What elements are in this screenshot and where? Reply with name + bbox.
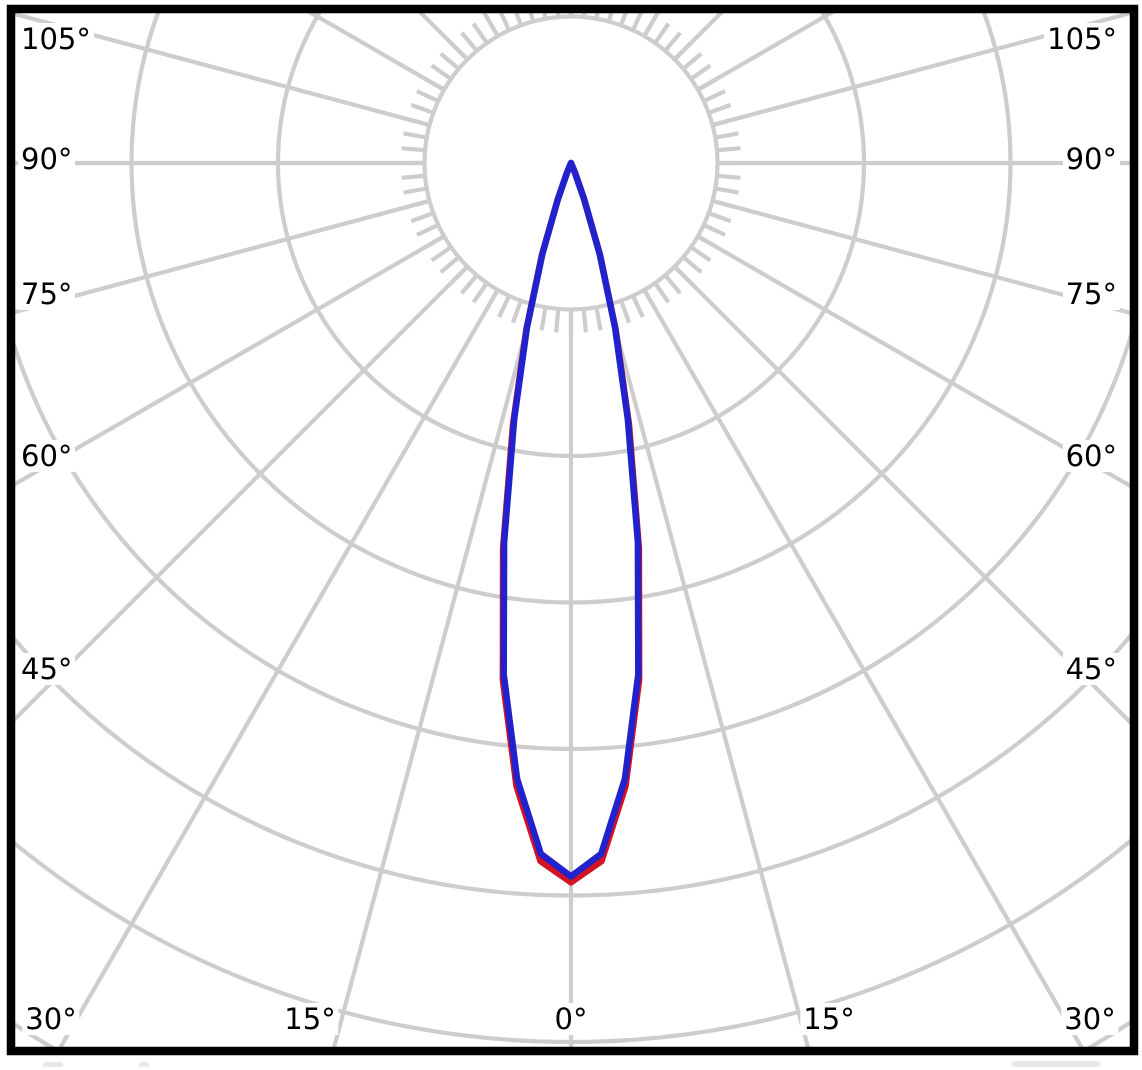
grid-angle-tick [416,89,440,103]
grid-radial-line [15,265,469,722]
grid-angle-tick [689,63,712,81]
intensity-curves [499,159,643,886]
grid-angle-tick [554,308,561,333]
grid-angle-tick [714,186,739,195]
grid-radial-line [58,288,500,1047]
grid-angle-tick [716,146,741,153]
grid-radial-line [15,198,431,315]
grid-angle-tick [471,22,489,45]
angle-label-bottom-15R: 15° [800,1003,858,1035]
grid-angle-tick [410,211,435,224]
watermark-remnant [43,1062,63,1067]
grid-angle-tick [439,52,461,71]
grid-angle-tick [430,245,453,263]
grid-angle-tick [403,186,428,195]
grid-angle-tick [460,273,479,295]
grid-angle-tick [401,146,426,153]
grid-angle-tick [707,211,732,224]
grid-radial-line [15,13,431,128]
grid-angle-tick [416,223,440,237]
grid-angle-tick [663,31,682,53]
grid-angle-tick [716,173,741,180]
angle-label-bottom-30L: 30° [22,1003,80,1035]
grid-angle-tick [681,255,703,274]
angle-label-bottom-15L: 15° [281,1003,339,1035]
grid-radial-line [331,303,536,1047]
grid-angle-tick [510,299,523,324]
grid-angle-tick [714,131,739,140]
grid-angle-tick [619,13,628,27]
grid-angle-tick [460,31,479,53]
grid-angle-tick [439,255,461,274]
angle-label-bottom-30R: 30° [1061,1003,1119,1035]
grid-radial-line [673,265,1130,725]
angle-label-right-90: 90° [1062,143,1120,175]
angle-label-left-75: 75° [18,278,76,310]
grid-angle-tick [702,223,726,237]
grid-angle-tick [410,102,435,115]
grid-angle-tick [594,306,603,331]
grid-angle-tick [403,131,428,140]
grid-angle-tick [653,22,671,45]
grid-angle-tick [542,13,548,20]
grid-angle-tick [514,13,523,27]
grid-angle-tick [702,89,726,103]
angle-label-right-105: 105° [1044,23,1120,55]
grid-angle-tick [619,299,632,324]
grid-angle-tick [430,63,453,81]
angle-label-left-105: 105° [18,23,94,55]
angle-label-left-45: 45° [18,653,76,685]
grid-angle-tick [471,281,489,304]
grid-angle-tick [401,173,426,180]
angle-label-right-75: 75° [1062,278,1120,310]
grid-angle-tick [707,102,732,115]
angle-label-right-45: 45° [1062,653,1120,685]
grid-angle-tick [631,13,644,32]
grid-radial-line [642,288,1084,1047]
grid-angle-tick [539,306,548,331]
grid-angle-tick [681,52,703,71]
blue-curve [500,159,642,880]
angle-label-left-90: 90° [18,143,76,175]
grid-angle-tick [631,294,645,318]
grid-angle-tick [594,13,600,20]
angle-label-right-60: 60° [1062,440,1120,472]
watermark-remnant [139,1062,149,1067]
grid-angle-tick [663,273,682,295]
grid-radial-line [606,303,811,1047]
grid-angle-tick [498,13,511,32]
grid-angle-tick [497,294,511,318]
grid-radial-line [696,234,1130,489]
grid-angle-tick [653,281,671,304]
grid-radial-line [711,13,1130,128]
angle-label-left-60: 60° [18,440,76,472]
grid-radial-line [711,198,1130,315]
grid-angle-tick [581,308,588,333]
chart-frame [6,4,1139,1056]
grid-angle-tick [689,245,712,263]
grid-radial-line [15,234,446,487]
angle-label-bottom-0: 0° [551,1003,591,1035]
watermark-remnant [1012,1061,1100,1067]
